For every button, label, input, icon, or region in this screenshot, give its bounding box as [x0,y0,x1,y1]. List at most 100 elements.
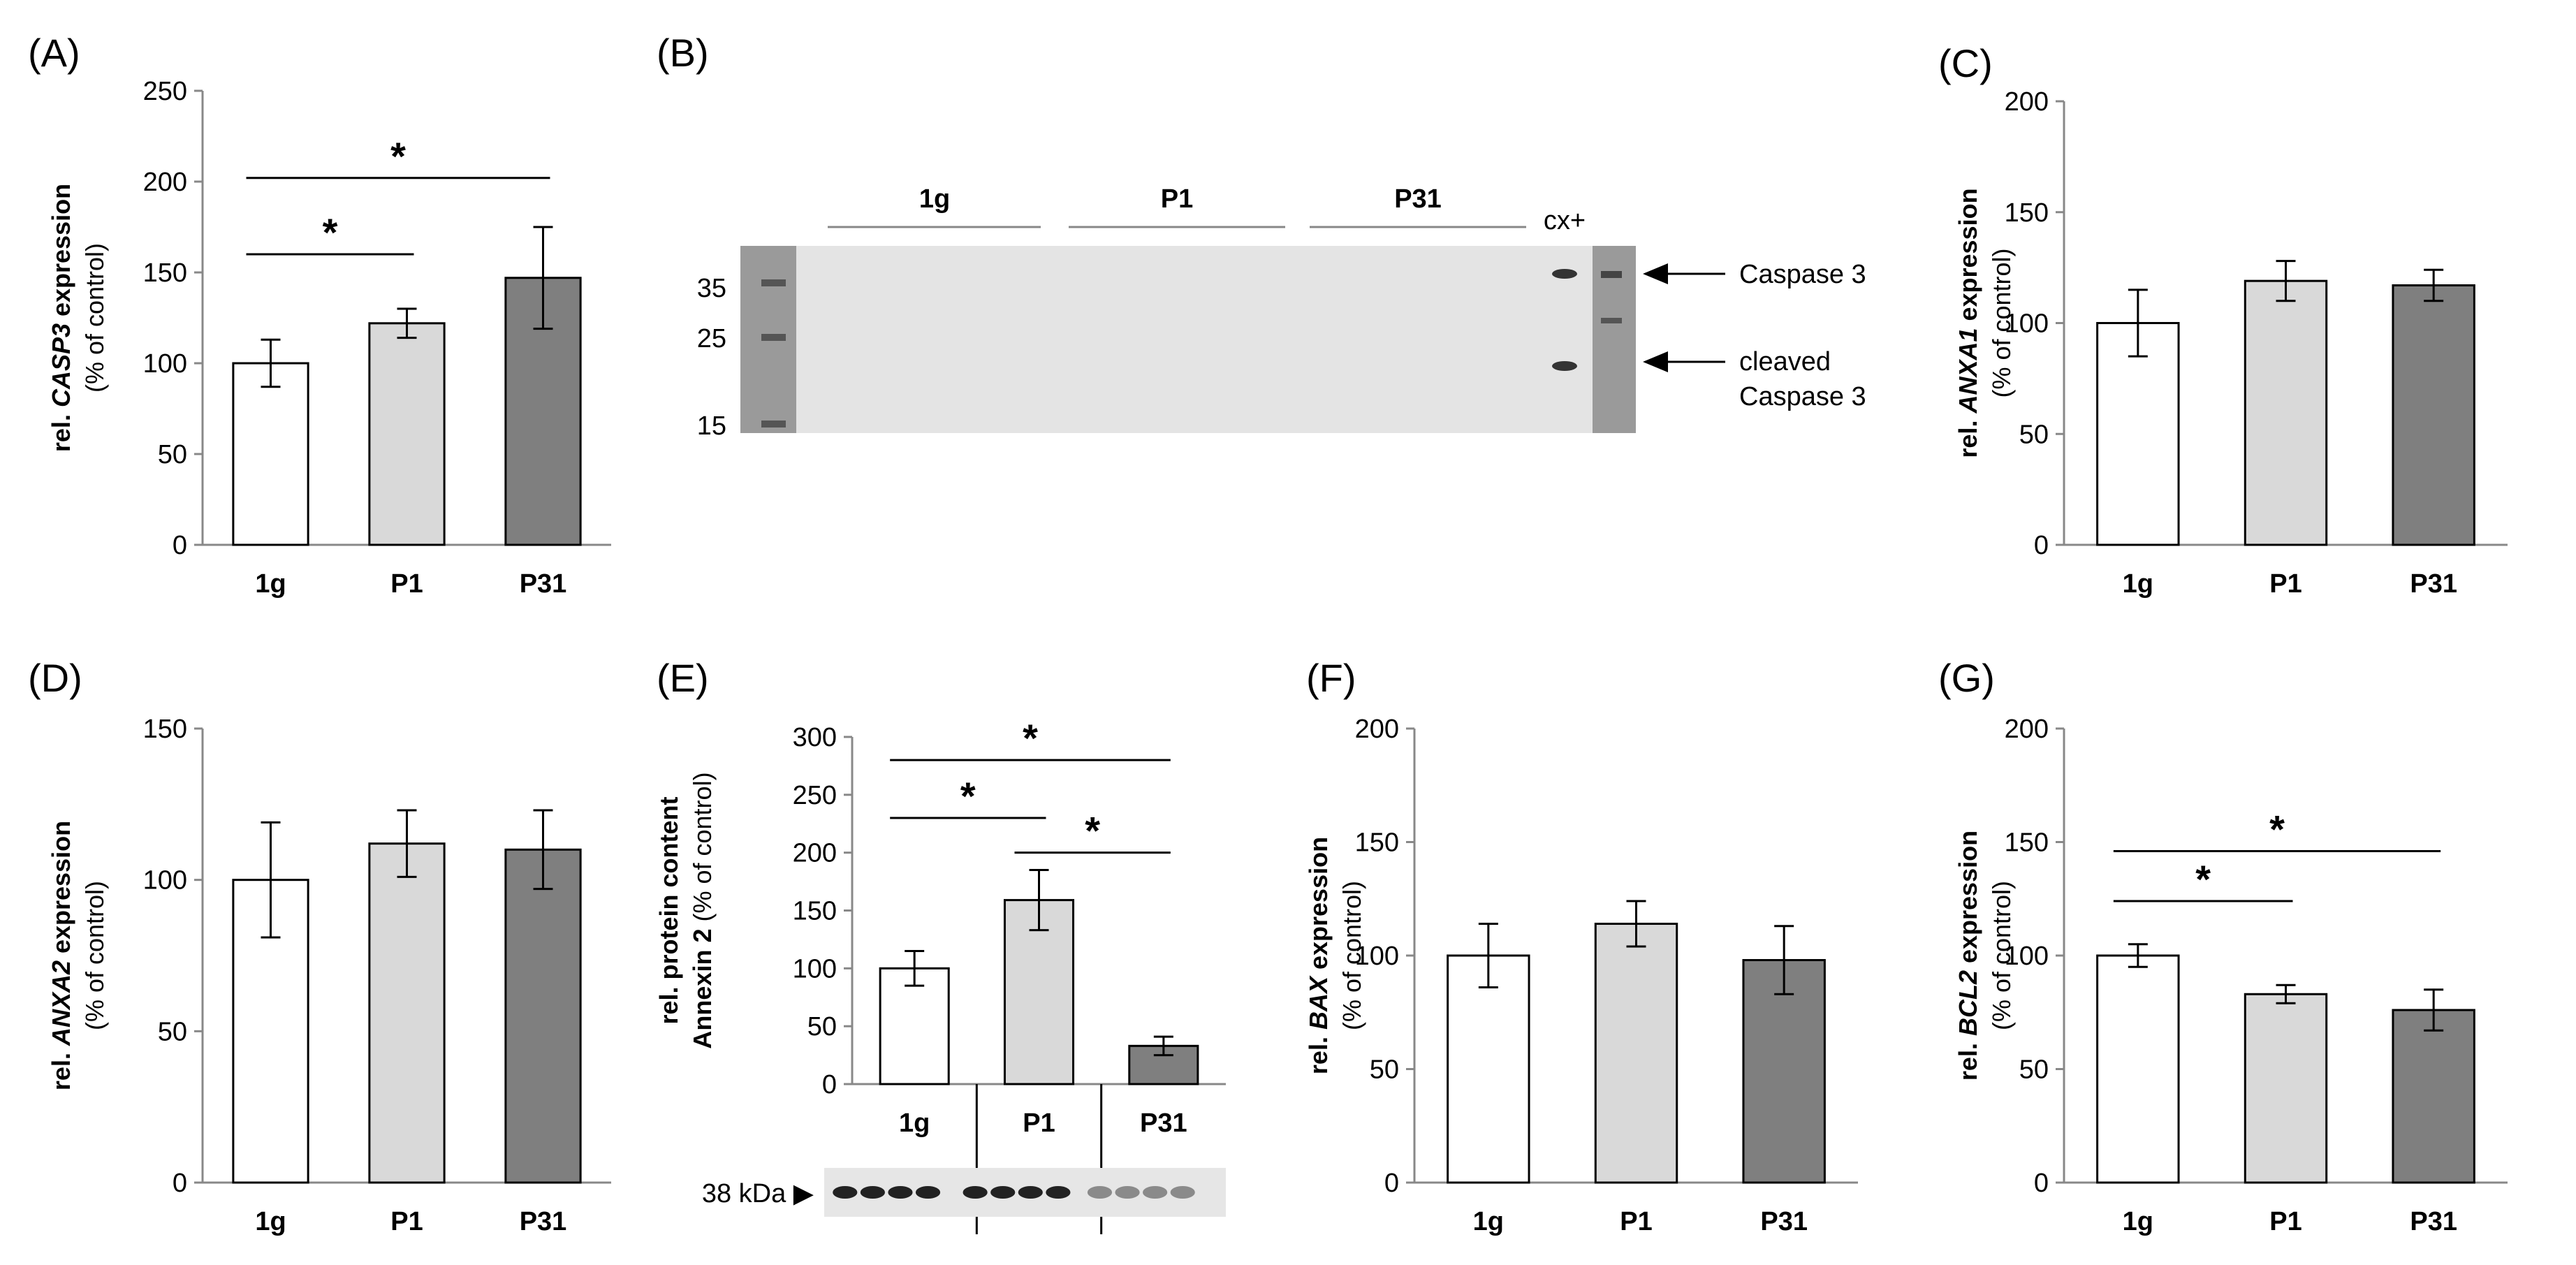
chart-g-bcl2: 0 50 100 150 200 1g P1 P31 * * rel. BCL2 expressio… [1954,715,2508,1236]
panel-label-b: (B) [657,31,709,75]
chart-c-y-tick-label: 50 [2019,420,2049,449]
chart-g-bar-p31 [2392,1009,2475,1184]
chart-f-y-tick-label: 0 [1384,1169,1399,1198]
annotation-cleaved-caspase3: Caspase 3 [1739,382,1866,411]
chart-d-category-label: P1 [390,1207,423,1236]
chart-f-y-label: rel. BAX expression [1304,837,1333,1074]
ladder-band-35 [761,279,786,286]
chart-e-significance-star: * [960,774,976,818]
chart-d-category-label: P31 [520,1207,567,1236]
chart-e-bar-1g [879,967,950,1085]
chart-e-blot-band [1018,1186,1043,1199]
chart-a-y-tick-label: 50 [158,440,187,469]
chart-g-y-label: rel. BCL2 expression [1954,831,1982,1081]
panel-label-a: (A) [28,31,80,75]
chart-f-category-label: 1g [1473,1207,1504,1236]
chart-a-category-label: P1 [390,569,423,599]
chart-g-category-label: 1g [2123,1207,2153,1236]
chart-c-y-label-gene: ANXA1 [1954,328,1982,414]
chart-f-y-tick-label: 100 [1355,942,1399,971]
chart-e-category-label: 1g [899,1109,930,1138]
ladder-label-25: 25 [697,324,726,353]
chart-a-significance-star: * [390,134,406,178]
chart-d-y-label: rel. ANXA2 expression [47,821,75,1090]
chart-d-y-tick-label: 0 [173,1169,187,1198]
panel-label-c: (C) [1938,41,1993,85]
chart-c-y-tick-label: 0 [2034,531,2049,560]
chart-e-blot-band [1115,1186,1140,1199]
chart-f-bax: 0 50 100 150 200 1g P1 P31 rel. BAX expression (%… [1304,715,1858,1236]
chart-a-significance-star: * [323,210,338,254]
chart-e-y-tick-label: 250 [793,781,837,810]
chart-g-y-label-prefix: rel. [1954,1036,1982,1081]
ladder-right-band [1601,318,1622,323]
chart-a-y-tick-label: 150 [143,258,187,288]
chart-a-y-tick-label: 100 [143,349,187,379]
ladder-label-15: 15 [697,411,726,441]
annotation-cleaved: cleaved [1739,347,1831,376]
chart-g-bar-1g [2096,954,2180,1184]
chart-c-y-tick-label: 150 [2005,198,2049,228]
chart-a-y-tick-label: 200 [143,168,187,197]
chart-d-y-label-suffix: expression [47,821,75,960]
chart-a-y-label-prefix: rel. [47,407,75,452]
chart-a-y-label-gene: CASP3 [47,323,75,407]
chart-d-y-tick-label: 100 [143,866,187,895]
panel-label-g: (G) [1938,656,1995,700]
blot-lane-label-positive-control: cx+ [1544,206,1586,235]
chart-f-y-label-suffix: expression [1304,837,1333,977]
annotation-caspase3: Caspase 3 [1739,260,1866,289]
chart-e-y-tick-label: 100 [793,954,837,984]
chart-f-y-label-prefix: rel. [1304,1030,1333,1074]
chart-c-bar-p1 [2244,279,2328,546]
band-caspase3 [1552,269,1577,279]
chart-g-y-label-suffix: expression [1954,831,1982,970]
blot-lane-label-p1: P1 [1161,184,1193,214]
chart-g-y-tick-label: 100 [2005,942,2049,971]
chart-g-bar-p1 [2244,993,2328,1184]
chart-g-category-label: P31 [2410,1207,2457,1236]
chart-d-bar-p31 [504,848,582,1184]
chart-g-significance-star: * [2269,807,2285,851]
chart-a-bar-p1 [368,322,446,546]
chart-f-y-label-unit: (% of control) [1338,881,1366,1030]
chart-e-blot-band [990,1186,1016,1199]
chart-f-y-tick-label: 50 [1370,1055,1399,1085]
chart-c-category-label: 1g [2123,569,2153,599]
chart-c-anxa1: 0 50 100 150 200 1g P1 P31 rel. ANXA1 expression… [1954,87,2508,599]
panel-label-f: (F) [1306,656,1356,700]
blot-membrane [796,246,1593,433]
panel-label-d: (D) [28,656,82,700]
chart-e-blot-marker: 38 kDa ▶ [702,1179,814,1208]
chart-a-category-label: P31 [520,569,567,599]
chart-c-y-label: rel. ANXA1 expression [1954,188,1982,458]
chart-c-y-label-prefix: rel. [1954,414,1982,458]
chart-g-y-tick-label: 50 [2019,1055,2049,1085]
chart-f-y-label-gene: BAX [1304,975,1333,1030]
chart-g-y-tick-label: 150 [2005,828,2049,858]
chart-e-y-label-unit: Annexin 2 (% of control) [688,772,717,1048]
chart-e-y-label-unit-text: (% of control) [688,772,717,928]
chart-d-y-label-unit: (% of control) [80,881,109,1030]
western-blot-caspase3: 1g P1 P31 cx+ 35 25 15 Caspase 3 cleaved… [697,184,1866,441]
chart-d-y-label-gene: ANXA2 [47,960,75,1046]
chart-g-y-tick-label: 0 [2034,1169,2049,1198]
chart-e-y-tick-label: 50 [807,1012,837,1041]
chart-c-bar-p31 [2392,284,2475,546]
chart-f-bar-p1 [1594,923,1678,1184]
chart-c-y-tick-label: 100 [2005,309,2049,339]
chart-e-blot-band [833,1186,858,1199]
chart-c-y-label-suffix: expression [1954,188,1982,328]
chart-a-y-label-suffix: expression [47,184,75,323]
ladder-label-35: 35 [697,274,726,303]
chart-e-category-label: P31 [1140,1109,1187,1138]
chart-e-significance-star: * [1023,716,1038,760]
chart-e-y-label-protein: Annexin 2 [688,929,717,1049]
chart-d-anxa2: 0 50 100 150 1g P1 P31 rel. ANXA2 expression (% … [47,715,611,1236]
chart-f-bar-p31 [1742,959,1826,1184]
panel-label-e: (E) [657,656,709,700]
ladder-right-band [1601,271,1622,278]
chart-g-significance-star: * [2195,857,2211,901]
chart-f-category-label: P1 [1620,1207,1652,1236]
